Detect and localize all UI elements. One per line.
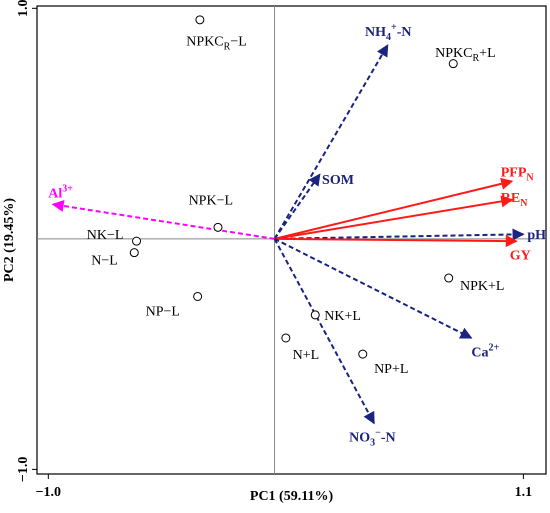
plot-frame xyxy=(36,5,547,475)
point-marker xyxy=(358,349,368,359)
axis-ticks: −1.0 1.1 1.0 −1.0 xyxy=(16,0,532,500)
point-label: NP−L xyxy=(146,304,180,319)
point-npkcr-l: NPKCR+L xyxy=(435,46,496,69)
vector-label: NH4+-N xyxy=(365,22,411,43)
point-marker xyxy=(444,273,454,283)
vector-label: GY xyxy=(510,249,531,264)
point-np-l: NP−L xyxy=(146,291,203,319)
x-axis-title: PC1 (59.11%) xyxy=(250,489,334,504)
vector-line xyxy=(51,200,275,240)
point-label: NPK−L xyxy=(189,194,233,209)
point-label: NK−L xyxy=(87,228,124,243)
point-label: N+L xyxy=(293,348,320,363)
point-marker xyxy=(310,310,320,320)
y-tick-label: −1.0 xyxy=(16,457,31,482)
point-npk-l: NPK−L xyxy=(189,194,233,232)
point-marker xyxy=(281,333,291,343)
vector-line xyxy=(274,237,473,339)
vector-line xyxy=(274,235,518,248)
point-n-l: N−L xyxy=(91,248,139,269)
point-label: N−L xyxy=(91,254,118,269)
score-points: NPKCR−L NPKCR+L NPK−L NK−L N−L NP−L NPK+L NK+L N… xyxy=(87,15,505,377)
y-axis-title: PC2 (19.45%) xyxy=(2,198,17,282)
vector-al3: Al3+ xyxy=(48,183,275,240)
loading-vectors: NH4+-N SOM Al3+ PFPN REN pH GY Ca2+ NO3−-N xyxy=(48,22,546,449)
vector-line xyxy=(273,173,321,240)
point-nk-l: NK+L xyxy=(310,309,361,324)
vector-line xyxy=(273,238,375,425)
vector-label: REN xyxy=(501,191,528,209)
point-n-l: N+L xyxy=(281,333,320,363)
vector-ca2: Ca2+ xyxy=(274,237,499,360)
vector-label: Al3+ xyxy=(48,183,73,201)
vector-label: PFPN xyxy=(501,166,535,184)
point-marker xyxy=(213,222,223,232)
vector-no3-n: NO3−-N xyxy=(273,238,396,449)
point-marker xyxy=(129,248,139,258)
vector-ph: pH xyxy=(274,228,546,243)
vector-label: pH xyxy=(527,228,546,243)
vector-nh4-n: NH4+-N xyxy=(273,22,412,240)
vector-line xyxy=(273,44,389,240)
vector-gy: GY xyxy=(274,235,531,264)
vector-label: NO3−-N xyxy=(349,428,395,449)
point-label: NP+L xyxy=(374,362,408,377)
vector-label: Ca2+ xyxy=(471,342,499,360)
point-marker xyxy=(448,59,458,69)
vector-line xyxy=(274,195,514,240)
point-nk-l: NK−L xyxy=(87,228,142,246)
x-tick-label: −1.0 xyxy=(36,485,61,500)
vector-som: SOM xyxy=(273,173,354,240)
point-label: NPK+L xyxy=(460,279,504,294)
point-np-l: NP+L xyxy=(358,349,408,377)
point-marker xyxy=(195,15,205,25)
vector-line xyxy=(274,228,525,241)
x-tick-label: 1.1 xyxy=(515,485,533,500)
vector-ren: REN xyxy=(274,191,528,240)
y-tick-label: 1.0 xyxy=(16,0,31,17)
vector-line xyxy=(274,177,514,240)
point-label: NPKCR−L xyxy=(186,35,246,53)
point-npk-l: NPK+L xyxy=(444,273,505,294)
point-label: NK+L xyxy=(324,309,361,324)
point-npkcr-l: NPKCR−L xyxy=(186,15,247,53)
point-marker xyxy=(132,236,142,246)
point-marker xyxy=(193,291,203,301)
point-label: NPKCR+L xyxy=(435,46,495,64)
vector-pfpn: PFPN xyxy=(274,166,535,240)
vector-label: SOM xyxy=(322,173,354,188)
